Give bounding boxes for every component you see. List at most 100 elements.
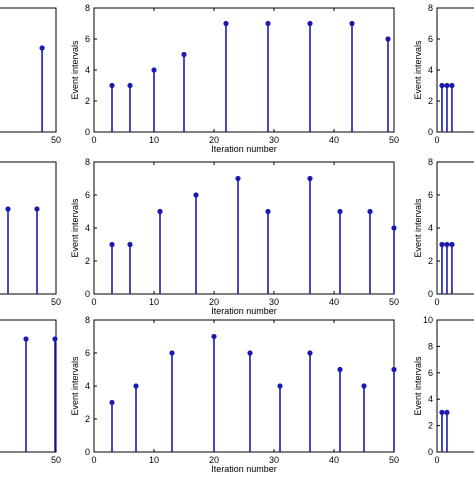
stem-marker	[211, 333, 217, 340]
x-tick-label: 20	[209, 455, 219, 465]
stem-marker	[5, 206, 11, 212]
stem-marker	[109, 241, 115, 248]
panel-r3-center: 0 10 20 30 40 50 0 2 4 6 8 Iteration number Event in…	[70, 315, 399, 474]
y-tick-label: 8	[428, 3, 433, 13]
x-tick-label: 30	[269, 297, 279, 307]
y-tick-label: 2	[85, 96, 90, 106]
stem-marker	[247, 350, 253, 356]
y-axis-label: Event intervals	[413, 198, 423, 258]
y-tick-label: 0	[85, 447, 90, 457]
y-tick-label: 4	[85, 223, 90, 233]
y-tick-label: 6	[428, 190, 433, 200]
stem-marker	[109, 82, 115, 89]
y-tick-label: 6	[85, 34, 90, 44]
x-tick-label: 30	[269, 455, 279, 465]
stem-marker	[444, 82, 450, 89]
stem-marker	[439, 82, 445, 89]
stem-marker	[151, 67, 157, 73]
y-tick-label: 8	[85, 315, 90, 325]
x-tick-label: 50	[389, 135, 399, 145]
y-tick-label: 6	[85, 348, 90, 358]
stem-marker	[361, 383, 367, 389]
y-tick-label: 2	[85, 256, 90, 266]
stem-marker	[391, 225, 397, 231]
stem-marker	[444, 409, 450, 415]
stem-marker	[449, 241, 455, 248]
panel-r2-right: 00 2 4 6 8 Event intervals	[413, 157, 474, 307]
stem-marker	[307, 20, 313, 27]
panel-r3-right: 00 2 4 6 8 10 Event intervals	[413, 315, 474, 465]
axes-frame	[93, 161, 395, 295]
y-tick-label: 4	[85, 381, 90, 391]
x-tick-label: 50	[389, 297, 399, 307]
y-tick-label: 2	[428, 256, 433, 266]
stem-marker	[109, 399, 115, 406]
stem-marker	[444, 241, 450, 248]
y-tick-label: 8	[85, 3, 90, 13]
stem-marker	[307, 175, 313, 182]
y-tick-label: 6	[428, 34, 433, 44]
axes-frame	[436, 319, 474, 453]
axes-frame	[0, 319, 57, 453]
stem-marker	[277, 383, 283, 389]
panel-r1-center: 0 10 20 30 40 50 0 2 4 6 8 Iteration number Event in…	[70, 3, 399, 154]
x-tick-label: 40	[329, 135, 339, 145]
axes-frame	[0, 161, 57, 295]
x-axis-label: Iteration number	[211, 306, 277, 316]
stem-marker	[265, 208, 271, 215]
x-tick-label: 50	[389, 455, 399, 465]
x-tick-label: 10	[149, 297, 159, 307]
y-tick-label: 2	[428, 96, 433, 106]
stem-marker	[52, 336, 58, 342]
axes-frame	[93, 319, 395, 453]
stem-marker	[439, 409, 445, 415]
x-tick-label: 0	[91, 135, 96, 145]
stem-marker	[265, 20, 271, 27]
stem-marker	[449, 82, 455, 89]
x-tick-label: 0	[434, 297, 439, 307]
stem-marker	[169, 350, 175, 356]
x-tick-label: 20	[209, 135, 219, 145]
x-tick-label: 50	[51, 135, 61, 145]
stem-marker	[337, 366, 343, 373]
stem-marker	[127, 241, 133, 248]
x-tick-label: 50	[51, 455, 61, 465]
x-tick-label: 0	[91, 455, 96, 465]
x-tick-label: 0	[434, 455, 439, 465]
stem-marker	[307, 350, 313, 356]
stem-marker	[385, 36, 391, 42]
x-tick-label: 20	[209, 297, 219, 307]
stem-marker	[193, 192, 199, 198]
stem-marker	[235, 175, 241, 182]
y-tick-label: 6	[428, 368, 433, 378]
y-tick-label: 8	[428, 157, 433, 167]
y-tick-label: 4	[428, 223, 433, 233]
y-axis-label: Event intervals	[413, 40, 423, 100]
stem-marker	[181, 51, 187, 58]
panel-r1-right: 00 2 4 6 8 Event intervals	[413, 3, 474, 145]
y-tick-label: 4	[428, 394, 433, 404]
stem-marker	[127, 82, 133, 89]
y-tick-label: 0	[85, 127, 90, 137]
stem-marker	[34, 206, 40, 212]
y-tick-label: 0	[85, 289, 90, 299]
y-tick-label: 4	[85, 65, 90, 75]
stem-marker	[223, 20, 229, 27]
stem-marker	[439, 241, 445, 248]
x-tick-label: 30	[269, 135, 279, 145]
y-tick-label: 2	[85, 414, 90, 424]
x-tick-label: 40	[329, 297, 339, 307]
stem-marker	[367, 208, 373, 215]
x-tick-label: 10	[149, 455, 159, 465]
axes-frame	[0, 7, 57, 133]
panel-r2-left: 50	[0, 161, 61, 307]
stem-marker	[391, 366, 397, 373]
y-tick-label: 2	[428, 421, 433, 431]
y-tick-label: 0	[428, 447, 433, 457]
stem-marker	[133, 383, 139, 389]
axes-frame	[93, 7, 395, 133]
stem-marker	[23, 336, 29, 342]
x-tick-label: 10	[149, 135, 159, 145]
